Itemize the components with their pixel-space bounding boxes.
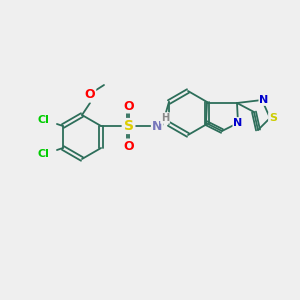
Text: O: O [85,88,95,101]
Text: O: O [124,140,134,152]
Text: Cl: Cl [37,115,49,125]
Text: N: N [260,95,268,105]
Text: S: S [269,113,277,123]
Text: Cl: Cl [37,149,49,159]
Text: H: H [161,113,169,123]
Text: O: O [124,100,134,112]
Text: N: N [152,119,162,133]
Text: S: S [124,119,134,133]
Text: N: N [233,118,243,128]
